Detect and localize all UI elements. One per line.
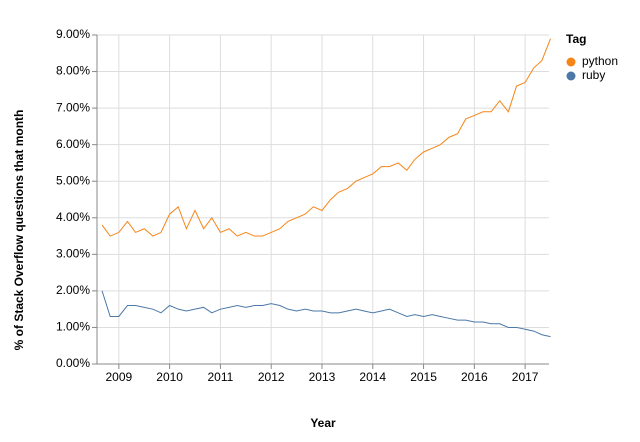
y-tick-label: 5.00%: [56, 173, 90, 187]
line: [101, 38, 551, 237]
y-tick-label: 0.00%: [56, 356, 90, 370]
x-tick-label: 2010: [156, 370, 183, 384]
x-tick-label: 2015: [410, 370, 437, 384]
legend-symbol: [566, 71, 576, 81]
x-tick-label: 2017: [512, 370, 539, 384]
legend-label: python: [582, 54, 618, 68]
x-tick-label: 2011: [208, 370, 234, 384]
y-tick-label: 1.00%: [56, 320, 90, 334]
x-tick-label: 2014: [359, 370, 386, 384]
x-tick-label: 2013: [309, 370, 336, 384]
x-tick-label: 2016: [461, 370, 488, 384]
y-tick-label: 3.00%: [56, 247, 90, 261]
y-axis-title: % of Stack Overflow questions that month: [12, 110, 26, 351]
legend-title: Tag: [566, 32, 586, 46]
y-tick-label: 9.00%: [56, 27, 90, 41]
x-axis-title: Year: [310, 416, 336, 430]
legend-symbol: [566, 57, 576, 67]
line: [101, 290, 551, 338]
x-tick-label: 2009: [105, 370, 132, 384]
y-tick-label: 7.00%: [56, 100, 90, 114]
y-tick-label: 8.00%: [56, 64, 90, 78]
legend-label: ruby: [582, 68, 605, 82]
y-tick-label: 2.00%: [56, 283, 90, 297]
x-tick-label: 2012: [258, 370, 285, 384]
y-tick-label: 4.00%: [56, 210, 90, 224]
y-tick-label: 6.00%: [56, 137, 90, 151]
